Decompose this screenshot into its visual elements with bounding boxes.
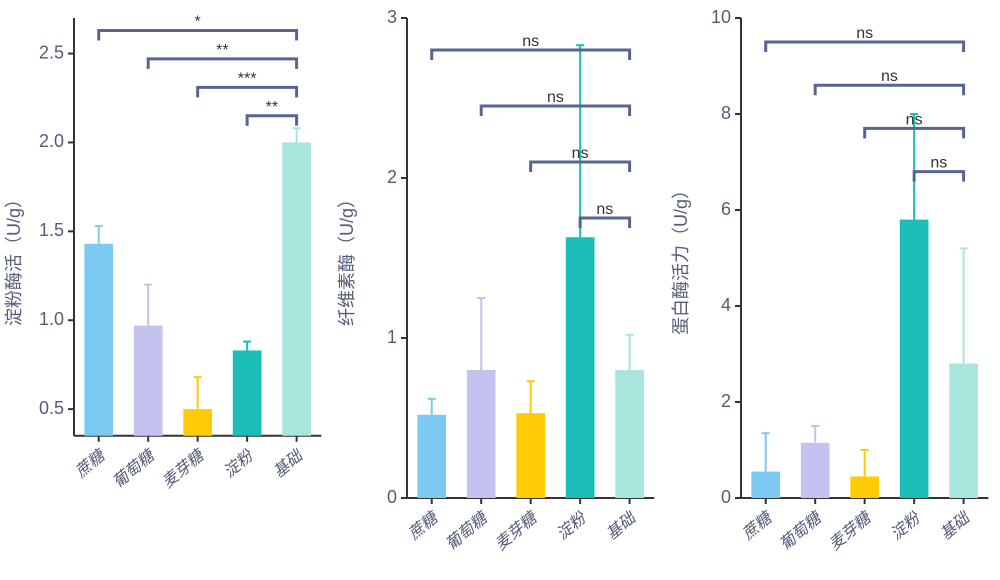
xtick-label: 淀粉 <box>220 446 258 482</box>
bar <box>801 443 830 498</box>
bar <box>949 364 978 498</box>
significance-label: ns <box>547 89 564 106</box>
bar <box>134 326 163 436</box>
significance-label: ns <box>930 155 947 172</box>
ytick-label: 2.5 <box>39 42 64 62</box>
xtick-label: 麦芽糖 <box>492 507 543 554</box>
bar <box>282 142 311 435</box>
ytick-label: 1.5 <box>39 220 64 240</box>
significance-bracket <box>148 59 296 69</box>
significance-label: ns <box>881 68 898 85</box>
xtick-label: 淀粉 <box>554 508 592 544</box>
xtick-label: 基础 <box>270 446 308 482</box>
significance-label: ns <box>905 111 922 128</box>
significance-label: ** <box>266 99 278 116</box>
bar <box>183 409 212 436</box>
panel-cellulase: 0 1 2 3 纤维素酶（U/g） 蔗糖葡萄糖麦芽糖淀粉基础 ns ns ns ns <box>333 0 666 580</box>
bar <box>418 415 447 498</box>
xtick-label: 葡萄糖 <box>109 445 160 492</box>
significance-label: ns <box>523 33 540 50</box>
chart-p2: 0 1 2 3 纤维素酶（U/g） 蔗糖葡萄糖麦芽糖淀粉基础 ns ns ns ns <box>333 0 666 580</box>
panels-row: 0.51.01.52.02.5淀粉酶活（U/g）蔗糖葡萄糖麦芽糖淀粉基础****… <box>0 0 1000 580</box>
ytick-label: 0.5 <box>39 398 64 418</box>
bar <box>467 370 496 498</box>
bar <box>751 472 780 498</box>
y-axis-label: 蛋白酶活力（U/g） <box>671 181 691 335</box>
xtick-label: 麦芽糖 <box>159 445 210 492</box>
significance-label: ns <box>856 25 873 42</box>
significance-bracket <box>815 85 963 95</box>
panel-amylase: 0.51.01.52.02.5淀粉酶活（U/g）蔗糖葡萄糖麦芽糖淀粉基础****… <box>0 0 333 580</box>
ytick-label: 10 <box>711 7 731 27</box>
xtick-label: 蔗糖 <box>405 507 443 543</box>
xtick-label: 葡萄糖 <box>776 507 827 554</box>
significance-bracket <box>765 42 963 52</box>
panel-protease: 0 2 4 6 8 10 蛋白酶活力（U/g） 蔗糖葡萄糖麦芽糖淀粉基础 ns ns ns ns <box>667 0 1000 580</box>
significance-bracket <box>914 172 963 182</box>
ytick-label: 1.0 <box>39 309 64 329</box>
ytick-label: 2.0 <box>39 131 64 151</box>
xtick-label: 基础 <box>936 508 974 544</box>
xtick-label: 麦芽糖 <box>825 507 876 554</box>
bar <box>616 370 645 498</box>
significance-label: ns <box>572 145 589 162</box>
ytick-label: 0 <box>387 487 397 507</box>
significance-label: ns <box>597 201 614 218</box>
significance-bracket <box>198 87 297 97</box>
xtick-label: 蔗糖 <box>72 445 110 481</box>
y-axis-label: 淀粉酶活（U/g） <box>4 190 24 326</box>
significance-bracket <box>432 50 630 60</box>
ytick-label: 2 <box>387 167 397 187</box>
chart-p1: 0.51.01.52.02.5淀粉酶活（U/g）蔗糖葡萄糖麦芽糖淀粉基础****… <box>0 0 333 580</box>
ytick-label: 8 <box>721 103 731 123</box>
significance-label: ** <box>216 42 228 59</box>
xtick-label: 基础 <box>603 508 641 544</box>
chart-p3: 0 2 4 6 8 10 蛋白酶活力（U/g） 蔗糖葡萄糖麦芽糖淀粉基础 ns ns ns ns <box>667 0 1000 580</box>
xtick-label: 淀粉 <box>887 508 925 544</box>
ytick-label: 1 <box>387 327 397 347</box>
y-axis-label: 纤维素酶（U/g） <box>337 190 357 326</box>
ytick-label: 6 <box>721 199 731 219</box>
ytick-label: 3 <box>387 7 397 27</box>
xtick-label: 葡萄糖 <box>442 507 493 554</box>
ytick-label: 0 <box>721 487 731 507</box>
significance-bracket <box>482 106 630 116</box>
significance-label: *** <box>238 70 257 87</box>
bar <box>899 220 928 498</box>
significance-bracket <box>580 218 629 228</box>
ytick-label: 4 <box>721 295 731 315</box>
significance-bracket <box>247 116 296 126</box>
bar <box>517 413 546 498</box>
ytick-label: 2 <box>721 391 731 411</box>
bar <box>566 237 595 498</box>
bar <box>850 476 879 498</box>
xtick-label: 蔗糖 <box>739 507 777 543</box>
significance-label: * <box>195 13 201 30</box>
significance-bracket <box>99 30 297 40</box>
bar <box>84 244 113 436</box>
bar <box>233 350 262 435</box>
